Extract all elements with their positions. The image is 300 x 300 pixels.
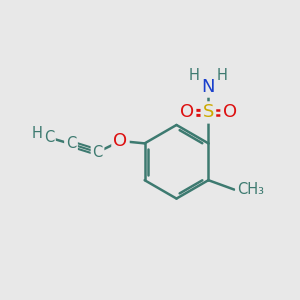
- Text: O: O: [113, 132, 128, 150]
- Text: O: O: [223, 103, 237, 122]
- Text: N: N: [202, 77, 215, 95]
- Text: H: H: [217, 68, 228, 83]
- Text: H: H: [189, 68, 200, 83]
- Text: C: C: [44, 130, 54, 145]
- Text: C: C: [66, 136, 76, 152]
- Text: H: H: [31, 127, 42, 142]
- Text: CH₃: CH₃: [237, 182, 264, 197]
- Text: C: C: [92, 145, 103, 160]
- Text: O: O: [180, 103, 194, 122]
- Text: S: S: [203, 103, 214, 122]
